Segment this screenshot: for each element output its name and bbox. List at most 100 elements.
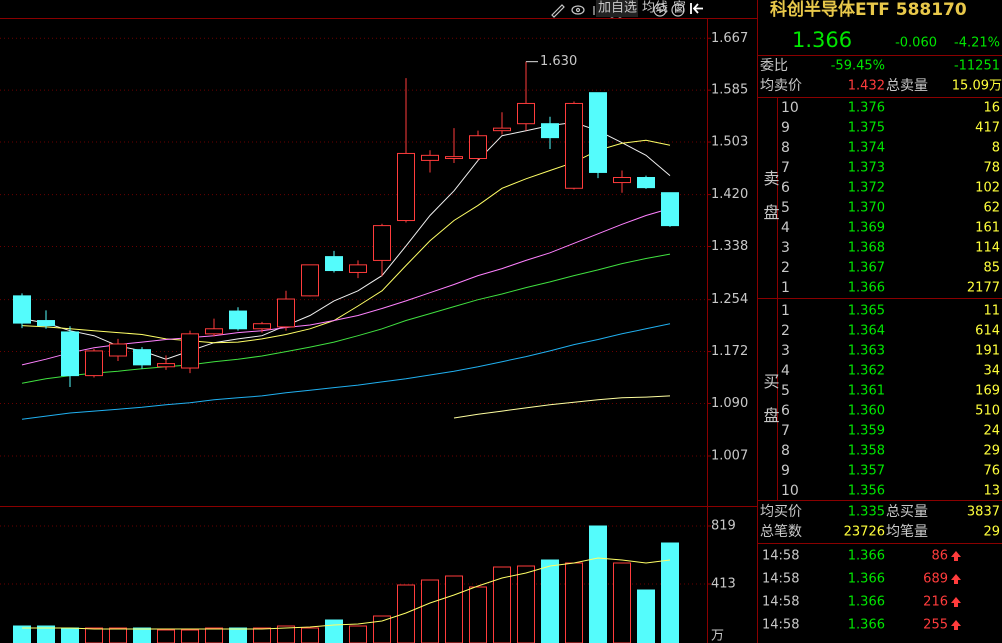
volume-bar	[109, 627, 127, 643]
level-price: 1.369	[848, 221, 885, 236]
toolbar-item[interactable]: 加自选	[598, 1, 637, 16]
stat-value: 1.432	[848, 79, 885, 94]
level-volume: 510	[975, 404, 1000, 419]
trade-time: 14:58	[762, 572, 799, 587]
toolbar-item[interactable]: 均线	[642, 1, 668, 16]
candle-body	[157, 363, 175, 368]
stat-label: 总买量	[886, 504, 928, 520]
level-volume: 24	[983, 424, 1000, 439]
level-price: 1.357	[848, 464, 885, 479]
last-price: 1.366	[792, 28, 852, 52]
trade-price: 1.366	[848, 549, 885, 564]
volume-bar	[517, 565, 535, 643]
price-change: -0.060	[895, 36, 937, 51]
candle-body	[277, 298, 295, 328]
candle-body	[133, 349, 151, 366]
trade-volume: 216	[923, 595, 948, 610]
volume-bar	[421, 579, 439, 643]
candle-body	[253, 323, 271, 330]
candle-body	[109, 343, 127, 357]
toolbar: 加自选 均线 窗	[551, 0, 703, 18]
volume-bar	[277, 625, 295, 643]
level-price: 1.374	[848, 141, 885, 156]
level-price: 1.364	[848, 324, 885, 339]
moving-average-line	[21, 208, 671, 366]
y-tick-label: 1.172	[711, 344, 748, 359]
toolbar-item[interactable]: 窗	[673, 0, 686, 16]
trade-time: 14:58	[762, 618, 799, 633]
y-tick-label: 1.585	[711, 83, 748, 98]
trade-arrow	[951, 597, 961, 607]
candle-body	[205, 328, 223, 335]
high-label: 1.630	[540, 54, 577, 69]
candle-body	[517, 102, 535, 125]
level-price: 1.373	[848, 161, 885, 176]
y-tick-label: 819	[711, 519, 736, 534]
volume-bar	[133, 627, 151, 643]
trade-volume: 689	[923, 572, 948, 587]
level-volume: 16	[983, 101, 1000, 116]
candle-body	[589, 92, 607, 173]
quote-panel: 科创半导体ETF 588170 1.366 -0.060 -4.21% 委比 -…	[760, 0, 1002, 540]
level-number: 9	[781, 463, 790, 479]
candle-body	[493, 127, 511, 132]
level-price: 1.367	[848, 261, 885, 276]
level-volume: 8	[992, 141, 1000, 156]
level-volume: 114	[975, 241, 1000, 256]
volume-bar	[253, 627, 271, 643]
volume-bar	[85, 627, 103, 643]
level-volume: 2177	[967, 281, 1000, 296]
y-tick-label: 1.667	[711, 31, 748, 46]
volume-bar	[205, 627, 223, 643]
volume-bar	[61, 627, 79, 643]
toolbar-button[interactable]	[596, 0, 638, 17]
candle-body	[85, 350, 103, 377]
level-number: 2	[781, 323, 790, 339]
stat-label: 总卖量	[886, 78, 928, 94]
level-price: 1.361	[848, 384, 885, 399]
price-change-pct: -4.21%	[954, 36, 1000, 51]
level-price: 1.365	[848, 304, 885, 319]
security-title: 科创半导体ETF 588170	[770, 0, 967, 20]
exit-icon[interactable]	[690, 3, 703, 14]
trade-arrow	[951, 551, 961, 561]
volume-bar	[469, 586, 487, 643]
level-volume: 169	[975, 384, 1000, 399]
volume-bar	[229, 627, 247, 643]
volume-bar	[373, 615, 391, 643]
candle-body	[373, 225, 391, 261]
stat-value: -59.45%	[831, 59, 885, 74]
y-tick-label: 1.503	[711, 135, 748, 150]
level-number: 10	[781, 483, 799, 499]
level-price: 1.375	[848, 121, 885, 136]
level-number: 2	[781, 260, 790, 276]
candle-body	[397, 152, 415, 222]
trade-arrow	[951, 574, 961, 584]
level-volume: 417	[975, 121, 1000, 136]
candle-body	[613, 177, 631, 184]
stat-label: 总笔数	[760, 524, 802, 540]
level-volume: 78	[983, 161, 1000, 176]
level-number: 4	[781, 363, 790, 379]
level-volume: 13	[983, 484, 1000, 499]
y-tick-label: 413	[711, 577, 736, 592]
volume-bar	[661, 542, 679, 643]
candle-body	[61, 331, 79, 377]
level-number: 3	[781, 343, 790, 359]
level-number: 4	[781, 220, 790, 236]
level-number: 8	[781, 140, 790, 156]
level-volume: 11	[983, 304, 1000, 319]
candle-body	[541, 123, 559, 139]
level-volume: 34	[983, 364, 1000, 379]
stat-value: 15.09万	[952, 79, 1002, 94]
level-price: 1.360	[848, 404, 885, 419]
level-number: 1	[781, 280, 790, 296]
candle-body	[637, 177, 655, 189]
level-number: 8	[781, 443, 790, 459]
volume-bar	[181, 629, 199, 643]
level-volume: 161	[975, 221, 1000, 236]
level-number: 7	[781, 160, 790, 176]
level-volume: 102	[975, 181, 1000, 196]
